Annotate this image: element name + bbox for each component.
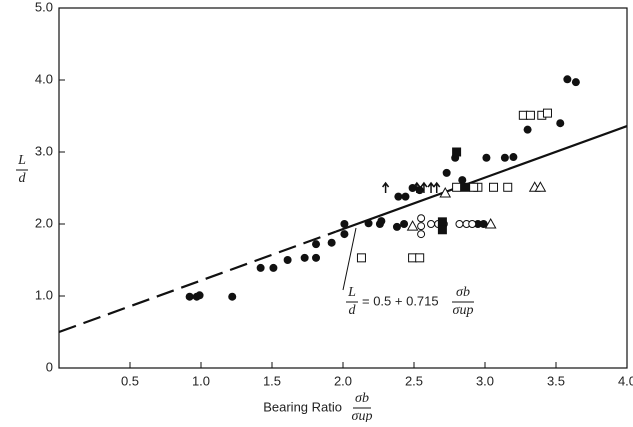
point xyxy=(413,181,421,193)
y-tick-label: 0 xyxy=(46,359,53,374)
fit-line xyxy=(58,230,337,334)
x-tick-label: 0.5 xyxy=(121,373,139,388)
point xyxy=(406,220,419,231)
point xyxy=(563,75,572,84)
point xyxy=(534,181,547,192)
point xyxy=(356,253,366,263)
point xyxy=(415,253,425,263)
point xyxy=(525,110,535,120)
point xyxy=(364,219,373,228)
y-tick-label: 2.0 xyxy=(35,215,53,230)
x-label: Bearing Ratio xyxy=(263,399,342,414)
point xyxy=(427,220,436,228)
y-label-denominator: d xyxy=(19,171,27,186)
point xyxy=(415,186,424,195)
y-label-numerator: L xyxy=(17,153,26,168)
point xyxy=(340,230,349,239)
point xyxy=(312,240,321,249)
point xyxy=(283,256,292,264)
point xyxy=(228,292,237,301)
point xyxy=(269,263,278,272)
point xyxy=(484,217,497,229)
equation-lhs-numerator: L xyxy=(347,285,356,300)
fit-line xyxy=(335,125,628,233)
point xyxy=(500,153,509,162)
equation-fraction-numerator: σb xyxy=(456,285,470,300)
point xyxy=(394,192,403,201)
point xyxy=(433,181,441,193)
point xyxy=(571,78,580,87)
point xyxy=(340,220,349,228)
point xyxy=(458,176,467,185)
point xyxy=(437,217,447,227)
point xyxy=(468,220,477,228)
x-tick-label: 3.5 xyxy=(547,373,565,388)
point xyxy=(452,147,462,157)
point xyxy=(452,182,462,192)
point xyxy=(503,182,513,192)
point xyxy=(473,220,482,228)
equation-text: = 0.5 + 0.715 xyxy=(362,293,439,308)
point xyxy=(327,238,336,247)
point xyxy=(437,225,447,235)
equation-fraction-denominator: σup xyxy=(453,303,474,318)
point xyxy=(556,119,565,128)
x-tick-label: 1.0 xyxy=(192,373,210,388)
point xyxy=(401,192,410,201)
point xyxy=(417,214,426,223)
point xyxy=(427,181,435,193)
point xyxy=(417,222,426,231)
point xyxy=(382,181,390,193)
point xyxy=(400,220,409,228)
point xyxy=(377,217,386,226)
point xyxy=(439,187,452,198)
point xyxy=(300,253,309,262)
y-tick-label: 1.0 xyxy=(35,287,53,302)
x-tick-label: 2.5 xyxy=(405,373,423,388)
x-label-fraction-numerator: σb xyxy=(355,391,369,406)
equation-pointer xyxy=(342,227,357,291)
point xyxy=(482,153,491,162)
y-tick-label: 3.0 xyxy=(35,143,53,158)
x-label-fraction-denominator: σup xyxy=(352,409,373,422)
point xyxy=(185,292,194,301)
point xyxy=(542,108,552,118)
point xyxy=(489,182,499,192)
x-tick-label: 2.0 xyxy=(334,373,352,388)
point xyxy=(455,220,464,228)
x-tick-label: 4.0 xyxy=(618,373,633,388)
point xyxy=(509,153,518,162)
y-tick-label: 4.0 xyxy=(35,71,53,86)
point xyxy=(420,181,428,193)
point xyxy=(392,222,401,231)
equation-lhs-denominator: d xyxy=(349,303,357,318)
point xyxy=(256,263,265,272)
point xyxy=(460,182,470,192)
point xyxy=(523,125,532,134)
x-tick-label: 3.0 xyxy=(476,373,494,388)
x-tick-label: 1.5 xyxy=(263,373,281,388)
point xyxy=(479,220,488,228)
point xyxy=(417,230,426,239)
point xyxy=(195,291,204,300)
point xyxy=(442,168,451,177)
point xyxy=(469,182,479,192)
y-tick-label: 5.0 xyxy=(35,0,53,14)
point xyxy=(312,253,321,262)
